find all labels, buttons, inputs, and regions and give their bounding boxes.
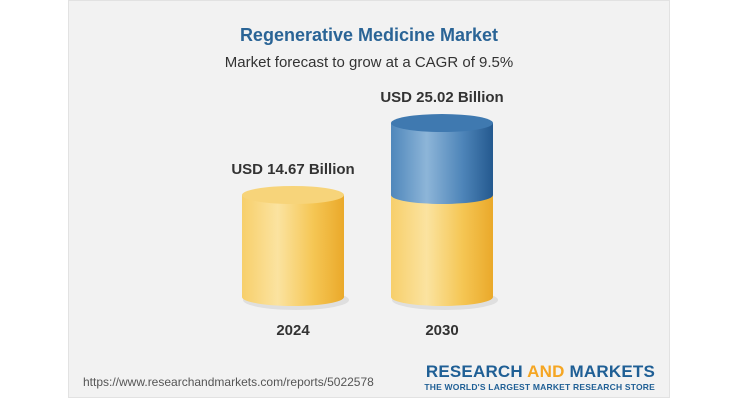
- brand-tagline: THE WORLD'S LARGEST MARKET RESEARCH STOR…: [424, 382, 655, 392]
- bar-growth-segment: [391, 123, 493, 204]
- cylinder-chart: USD 14.67 Billion 2024 USD 25.02 Billion 20…: [231, 89, 503, 339]
- bar-2030: USD 25.02 Billion 2030: [380, 89, 503, 339]
- brand-logo: RESEARCH AND MARKETS THE WORLD'S LARGEST…: [424, 362, 655, 393]
- bar-body: [242, 195, 344, 306]
- bar-top: [242, 186, 344, 204]
- chart-subtitle: Market forecast to grow at a CAGR of 9.5…: [224, 54, 514, 71]
- chart-frame: Regenerative Medicine Market Market fore…: [68, 0, 670, 398]
- bar-2024: USD 14.67 Billion 2024: [231, 161, 354, 339]
- data-label-2030: USD 25.02 Billion: [380, 89, 503, 106]
- category-label-2024: 2024: [276, 322, 310, 339]
- bar-base-segment: [391, 195, 493, 306]
- source-url[interactable]: https://www.researchandmarkets.com/repor…: [83, 375, 374, 389]
- chart-title: Regenerative Medicine Market: [239, 25, 499, 45]
- data-label-2024: USD 14.67 Billion: [231, 161, 354, 178]
- category-label-2030: 2030: [425, 322, 458, 339]
- bar-top: [391, 114, 493, 133]
